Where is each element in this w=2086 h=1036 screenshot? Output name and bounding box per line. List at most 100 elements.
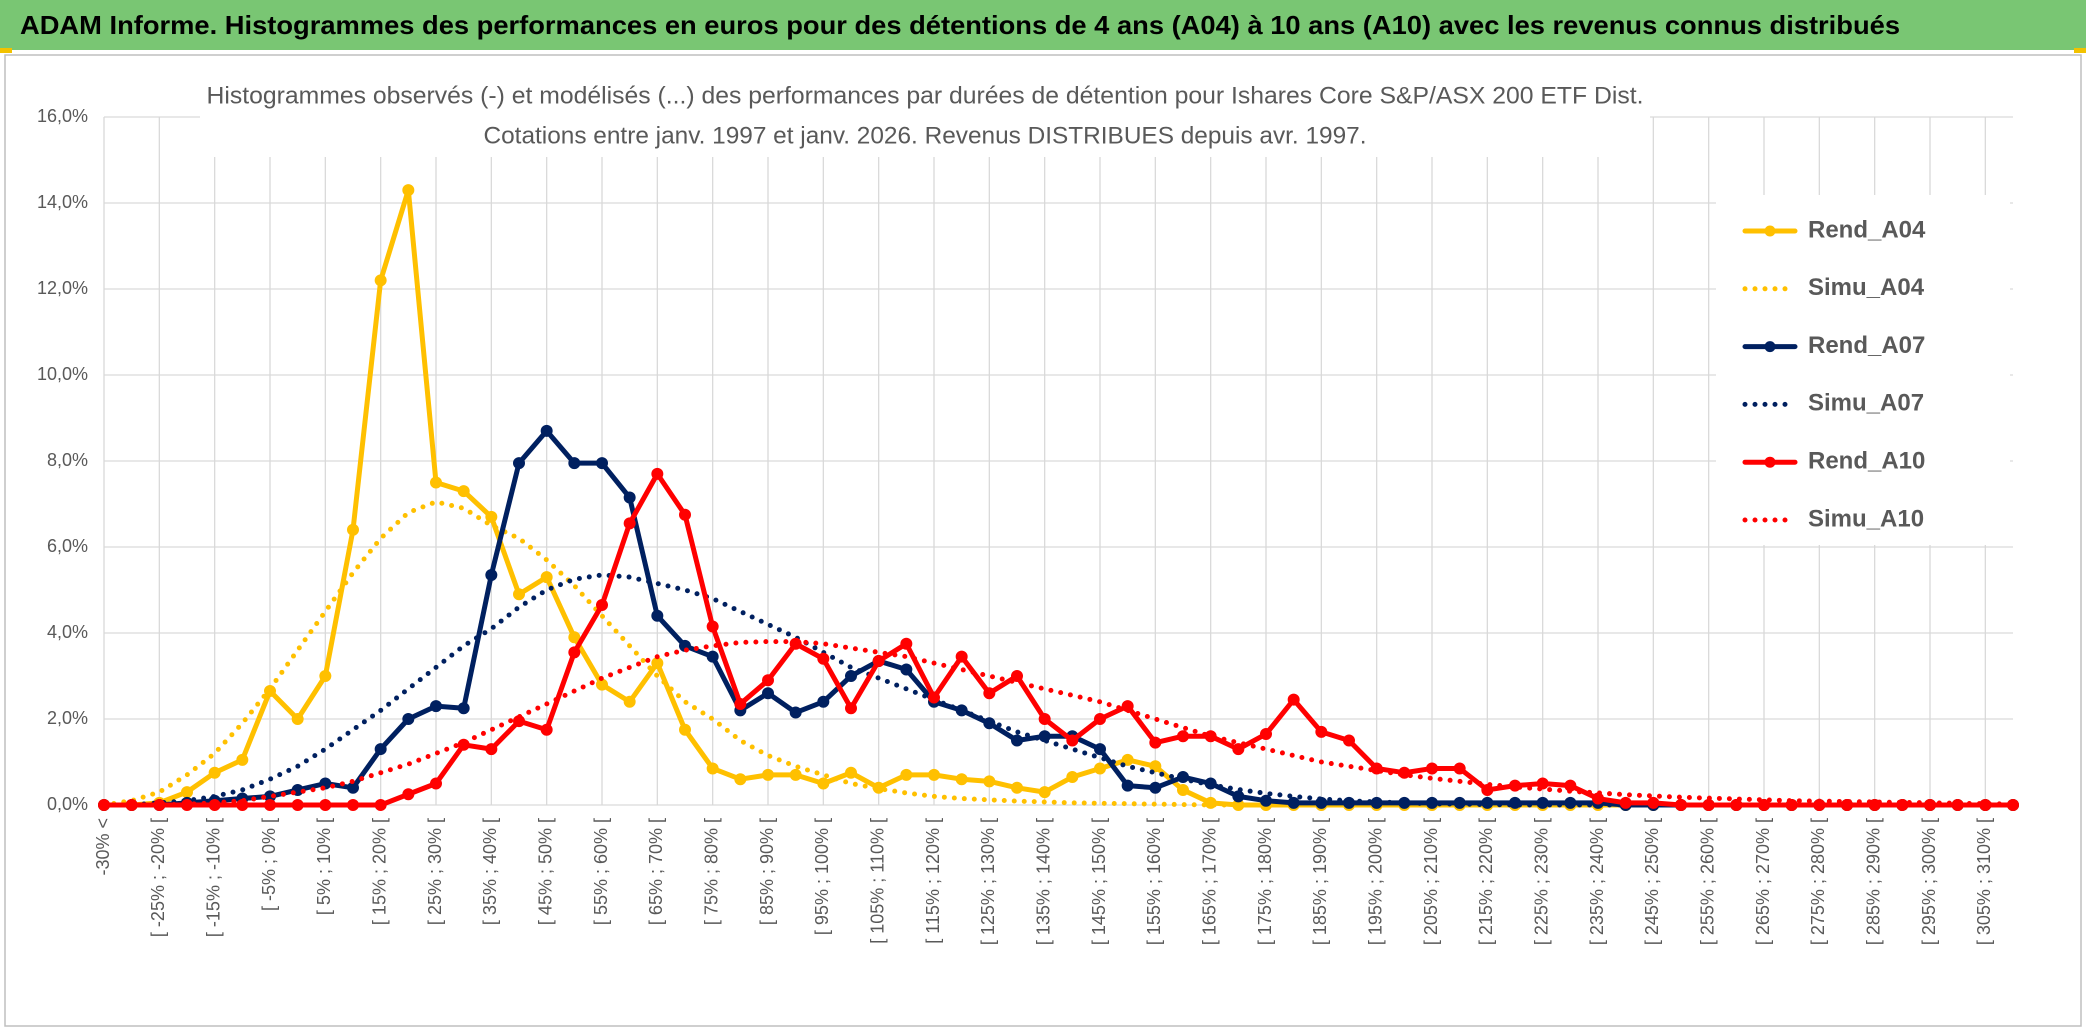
corner — [2074, 48, 2086, 53]
legend-marker — [1764, 225, 1776, 237]
point — [568, 631, 581, 644]
x-tick-label: [ 125% ; 130% [ — [978, 818, 998, 945]
x-tick-label: [ -15% ; -10% [ — [203, 818, 223, 937]
point — [1038, 786, 1051, 799]
point — [236, 753, 249, 766]
point — [347, 781, 359, 794]
point — [402, 184, 415, 197]
point — [651, 657, 664, 670]
x-tick-label: [ 135% ; 140% [ — [1033, 818, 1053, 945]
point — [706, 650, 719, 663]
y-tick-label: 6,0% — [47, 536, 88, 556]
y-tick-label: 10,0% — [37, 364, 88, 384]
point — [900, 768, 913, 781]
x-tick-label: [ 5% ; 10% [ — [314, 818, 334, 915]
title-box — [200, 77, 1650, 157]
point — [430, 700, 442, 713]
legend-label: Simu_A07 — [1808, 390, 1924, 417]
x-tick-label: [ 305% ; 310% [ — [1974, 818, 1994, 945]
point — [1094, 762, 1106, 775]
y-tick-label: 16,0% — [37, 106, 88, 126]
point — [1619, 796, 1632, 809]
point — [928, 691, 940, 704]
header-title: ADAM Informe. Histogrammes des performan… — [20, 10, 1900, 40]
x-tick-label: [ 25% ; 30% [ — [425, 818, 445, 925]
x-tick-label: [ 245% ; 250% [ — [1642, 818, 1662, 945]
x-tick-label: [ 65% ; 70% [ — [646, 818, 666, 925]
corner — [0, 48, 12, 53]
legend-marker — [1764, 341, 1776, 353]
x-tick-label: [ 265% ; 270% [ — [1753, 818, 1773, 945]
point — [817, 695, 830, 708]
point — [1094, 743, 1106, 756]
x-tick-label: [ 195% ; 200% [ — [1365, 818, 1385, 945]
point — [900, 637, 913, 650]
legend-label: Rend_A04 — [1808, 216, 1926, 243]
point — [1730, 799, 1743, 811]
point — [817, 652, 830, 665]
point — [430, 476, 442, 489]
point — [651, 609, 664, 622]
point — [1343, 734, 1355, 747]
x-tick-label: [ 255% ; 260% [ — [1697, 818, 1717, 945]
point — [513, 457, 525, 470]
x-tick-label: [ -25% ; -20% [ — [148, 818, 168, 937]
chart-subtitle: Cotations entre janv. 1997 et janv. 2026… — [484, 122, 1367, 149]
point — [623, 517, 636, 530]
point — [679, 723, 691, 736]
point — [1287, 693, 1300, 706]
point — [374, 274, 387, 287]
point — [540, 571, 553, 584]
point — [1149, 736, 1162, 749]
point — [596, 457, 608, 470]
point — [789, 706, 802, 719]
point — [1066, 734, 1079, 747]
x-tick-label: [ 105% ; 110% [ — [867, 818, 887, 944]
point — [983, 775, 996, 788]
x-tick-label: [ 75% ; 80% [ — [701, 818, 721, 925]
point — [1287, 796, 1300, 809]
point — [955, 773, 968, 786]
point — [1177, 730, 1189, 743]
point — [651, 467, 664, 480]
point — [485, 510, 498, 523]
y-tick-label: 4,0% — [47, 622, 88, 642]
y-tick-label: 14,0% — [37, 192, 88, 212]
x-tick-label: [ 275% ; 280% [ — [1808, 818, 1828, 945]
point — [485, 743, 498, 756]
x-tick-label: -30% < — [93, 818, 113, 876]
x-tick-label: [ 215% ; 220% [ — [1476, 818, 1496, 945]
x-tick-label: [ 145% ; 150% [ — [1089, 818, 1109, 945]
series-line — [101, 471, 2016, 808]
y-tick-label: 2,0% — [47, 708, 88, 728]
x-tick-label: [ 295% ; 300% [ — [1919, 818, 1939, 945]
x-tick-label: [ 225% ; 230% [ — [1531, 818, 1551, 945]
x-tick-label: [ 285% ; 290% [ — [1863, 818, 1883, 945]
point — [872, 654, 885, 667]
point — [734, 773, 747, 786]
header-bar — [0, 0, 2086, 50]
point — [900, 663, 913, 676]
legend-label: Rend_A10 — [1808, 448, 1925, 475]
point — [817, 777, 830, 790]
point — [1758, 799, 1770, 811]
point — [762, 674, 774, 687]
legend-marker — [1764, 456, 1776, 468]
point — [402, 788, 415, 801]
point — [596, 599, 608, 612]
point — [1011, 734, 1023, 747]
series-line — [101, 572, 2016, 808]
point — [623, 491, 636, 504]
point — [1453, 762, 1466, 775]
point — [1149, 760, 1162, 773]
x-tick-label: [ 155% ; 160% [ — [1144, 818, 1164, 945]
x-tick-label: [ 185% ; 190% [ — [1310, 818, 1330, 945]
x-tick-label: [ 35% ; 40% [ — [480, 818, 500, 925]
point — [347, 523, 359, 536]
legend-label: Simu_A10 — [1808, 505, 1924, 532]
point — [845, 670, 857, 682]
point — [1066, 771, 1079, 784]
point — [1315, 725, 1328, 738]
point — [1260, 794, 1272, 807]
point — [485, 568, 498, 581]
